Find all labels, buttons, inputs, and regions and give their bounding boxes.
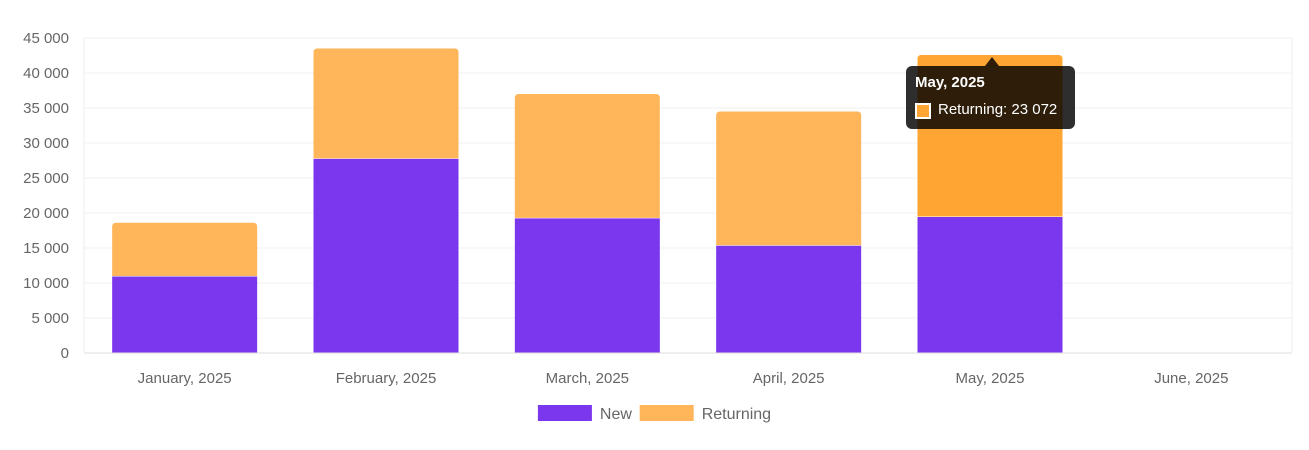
y-tick-label: 20 000 (23, 205, 69, 222)
y-tick-label: 15 000 (23, 240, 69, 257)
y-tick-label: 0 (61, 345, 69, 362)
y-tick-label: 5 000 (31, 310, 69, 327)
legend-item-new[interactable]: New (537, 405, 632, 423)
x-tick-label: January, 2025 (138, 370, 232, 387)
tooltip-body: Returning: 23 072 (938, 101, 1058, 118)
bar-new-2[interactable] (514, 217, 660, 353)
tooltip-caret (985, 57, 999, 66)
tooltip-title: May, 2025 (915, 74, 985, 91)
bar-returning-0[interactable] (112, 222, 258, 276)
legend[interactable]: New Returning (537, 405, 771, 423)
bar-new-4[interactable] (917, 216, 1063, 354)
y-tick-label: 45 000 (23, 30, 69, 47)
legend-item-returning[interactable]: Returning (639, 405, 771, 423)
bars (112, 48, 1063, 354)
bar-returning-2[interactable] (514, 94, 660, 218)
x-tick-label: May, 2025 (956, 370, 1025, 387)
legend-label: Returning (702, 406, 771, 423)
legend-swatch (639, 405, 694, 421)
bar-new-3[interactable] (716, 245, 862, 353)
bar-new-1[interactable] (313, 158, 459, 353)
tooltip-color-swatch (915, 103, 931, 119)
y-tick-label: 40 000 (23, 65, 69, 82)
bar-new-0[interactable] (112, 276, 258, 353)
y-tick-label: 10 000 (23, 275, 69, 292)
x-tick-label: June, 2025 (1154, 370, 1228, 387)
grid-lines (84, 37, 1292, 319)
axes: 0 5 000 10 000 15 000 20 000 25 000 30 000 35 0… (23, 30, 1293, 387)
legend-label: New (600, 406, 632, 423)
x-tick-label: April, 2025 (753, 370, 825, 387)
y-tick-label: 30 000 (23, 135, 69, 152)
tooltip: May, 2025 Returning: 23 072 (906, 66, 1075, 129)
x-tick-label: March, 2025 (546, 370, 629, 387)
bar-returning-1[interactable] (313, 48, 459, 159)
y-tick-label: 35 000 (23, 100, 69, 117)
x-tick-label: February, 2025 (336, 370, 437, 387)
bar-returning-3[interactable] (716, 111, 862, 246)
y-tick-label: 25 000 (23, 170, 69, 187)
legend-swatch (537, 405, 592, 421)
